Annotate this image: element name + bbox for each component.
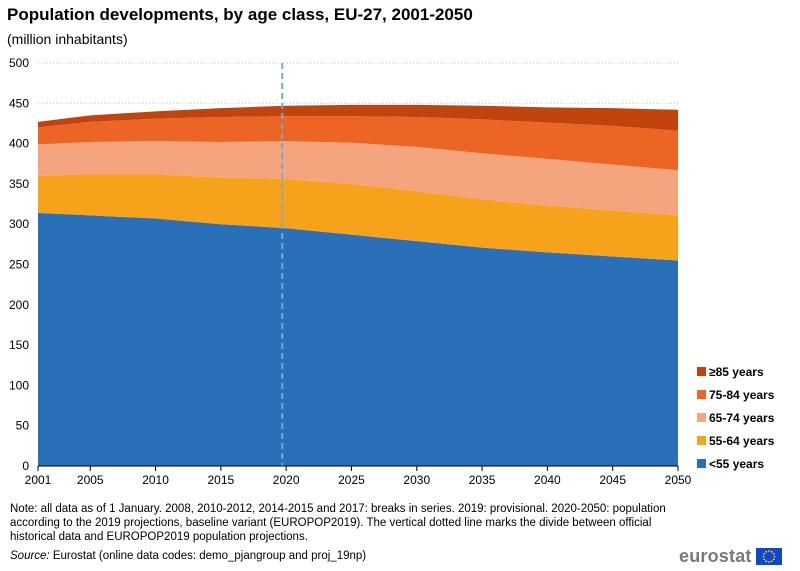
legend-label: 55-64 years bbox=[709, 433, 775, 448]
y-tick-label: 200 bbox=[9, 298, 29, 312]
y-tick-label: 150 bbox=[9, 338, 29, 352]
legend-swatch bbox=[697, 367, 706, 376]
source-text: Eurostat (online data codes: demo_pjangr… bbox=[49, 550, 367, 562]
y-tick-label: 450 bbox=[9, 96, 29, 110]
legend-label: 65-74 years bbox=[709, 410, 775, 425]
chart-subtitle: (million inhabitants) bbox=[7, 31, 128, 47]
y-tick-label: 400 bbox=[9, 137, 29, 151]
x-tick-label: 2005 bbox=[77, 473, 104, 487]
legend-label: 75-84 years bbox=[709, 387, 775, 402]
y-tick-label: 250 bbox=[9, 258, 29, 272]
population-chart: 0 50 100 150 200 250 300 350 400 450 500 2001 2005 20… bbox=[9, 56, 692, 487]
flag-star bbox=[767, 560, 770, 563]
flag-stars bbox=[762, 549, 776, 563]
area--55-years bbox=[38, 212, 678, 466]
legend-item: <55 years bbox=[697, 452, 774, 475]
flag-star bbox=[770, 559, 773, 562]
x-tick-label: 2015 bbox=[208, 473, 235, 487]
x-tick-label: 2020 bbox=[273, 473, 300, 487]
y-tick-label: 0 bbox=[22, 459, 29, 473]
eu-flag-icon bbox=[755, 547, 782, 565]
x-tick-label: 2040 bbox=[534, 473, 561, 487]
area-65-74-years bbox=[38, 141, 678, 216]
area--85-years bbox=[38, 104, 678, 131]
x-tick-label: 2045 bbox=[599, 473, 626, 487]
x-tick-label: 2010 bbox=[142, 473, 169, 487]
area-55-64-years bbox=[38, 174, 678, 261]
x-tick-label: 2001 bbox=[25, 473, 52, 487]
flag-star bbox=[762, 552, 765, 555]
legend-item: ≥85 years bbox=[697, 360, 774, 383]
x-tick-label: 2030 bbox=[403, 473, 430, 487]
y-tick-label: 100 bbox=[9, 378, 29, 392]
source-label: Source: bbox=[10, 550, 50, 562]
x-tick-label: 2025 bbox=[338, 473, 365, 487]
chart-source: Source: Eurostat (online data codes: dem… bbox=[10, 550, 366, 562]
chart-note: Note: all data as of 1 January. 2008, 20… bbox=[10, 503, 666, 543]
logo-text: eurostat bbox=[679, 545, 752, 566]
x-tick-label: 2035 bbox=[469, 473, 496, 487]
area-75-84-years bbox=[38, 116, 678, 171]
flag-star bbox=[772, 557, 775, 560]
flag-star bbox=[770, 550, 773, 553]
y-tick-label: 500 bbox=[9, 56, 29, 70]
chart-title: Population developments, by age class, E… bbox=[7, 5, 473, 24]
legend-swatch bbox=[697, 413, 706, 422]
flag-star bbox=[762, 555, 765, 557]
legend-label: ≥85 years bbox=[709, 364, 764, 379]
flag-star bbox=[764, 550, 767, 553]
y-tick-label: 300 bbox=[9, 217, 29, 231]
legend-item: 65-74 years bbox=[697, 406, 774, 429]
legend-label: <55 years bbox=[709, 456, 765, 471]
eurostat-logo: eurostat bbox=[679, 546, 782, 566]
flag-star bbox=[767, 549, 770, 552]
flag-star bbox=[762, 557, 765, 560]
stacked-areas bbox=[38, 104, 678, 466]
y-tick-label: 50 bbox=[16, 419, 30, 433]
y-tick-label: 350 bbox=[9, 177, 29, 191]
legend-swatch bbox=[697, 390, 706, 399]
legend-item: 75-84 years bbox=[697, 383, 774, 406]
chart-legend: ≥85 years 75-84 years 65-74 years 55-64 yea… bbox=[697, 360, 774, 475]
legend-swatch bbox=[697, 459, 706, 468]
flag-star bbox=[773, 555, 776, 557]
legend-item: 55-64 years bbox=[697, 429, 774, 452]
flag-star bbox=[764, 559, 767, 562]
flag-star bbox=[772, 552, 775, 555]
x-tick-label: 2050 bbox=[665, 473, 692, 487]
axes: 0 50 100 150 200 250 300 350 400 450 500 2001 2005 20… bbox=[9, 56, 692, 487]
legend-swatch bbox=[697, 436, 706, 445]
